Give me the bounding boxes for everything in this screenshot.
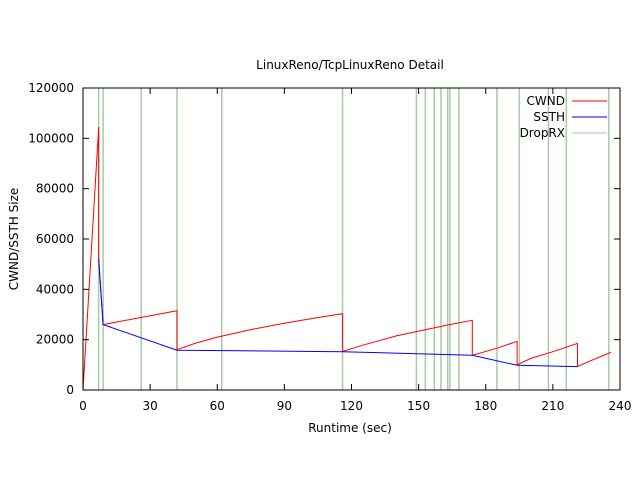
- x-tick-label: 0: [79, 399, 87, 413]
- x-tick-label: 210: [541, 399, 564, 413]
- y-tick-label: 60000: [36, 232, 74, 246]
- y-axis-label: CWND/SSTH Size: [7, 188, 21, 291]
- x-tick-label: 240: [609, 399, 632, 413]
- ssth-line: [98, 259, 578, 368]
- axis-ticks: [82, 87, 621, 391]
- x-axis-label: Runtime (sec): [308, 421, 392, 435]
- y-tick-label: 80000: [36, 182, 74, 196]
- y-tick-label: 120000: [28, 81, 74, 95]
- cwnd-line: [82, 126, 612, 391]
- legend-label: CWND: [527, 94, 565, 108]
- x-tick-label: 150: [407, 399, 430, 413]
- y-tick-label: 40000: [36, 282, 74, 296]
- y-tick-label: 0: [66, 383, 74, 397]
- y-tick-label: 100000: [28, 131, 74, 145]
- x-tick-label: 90: [277, 399, 292, 413]
- x-tick-label: 30: [142, 399, 157, 413]
- series-lines: [82, 126, 612, 391]
- tick-labels: 0 30 60 90 120 150 180 210 240 0 20000 40000 60000 80…: [28, 81, 631, 413]
- legend: CWND SSTH DropRX: [520, 94, 607, 140]
- x-tick-label: 60: [210, 399, 225, 413]
- chart-title: LinuxReno/TcpLinuxReno Detail: [256, 58, 444, 72]
- x-tick-label: 120: [340, 399, 363, 413]
- y-tick-label: 20000: [36, 333, 74, 347]
- legend-label: SSTH: [533, 110, 565, 124]
- droprx-markers: [97, 88, 610, 390]
- legend-label: DropRX: [520, 126, 565, 140]
- x-tick-label: 180: [474, 399, 497, 413]
